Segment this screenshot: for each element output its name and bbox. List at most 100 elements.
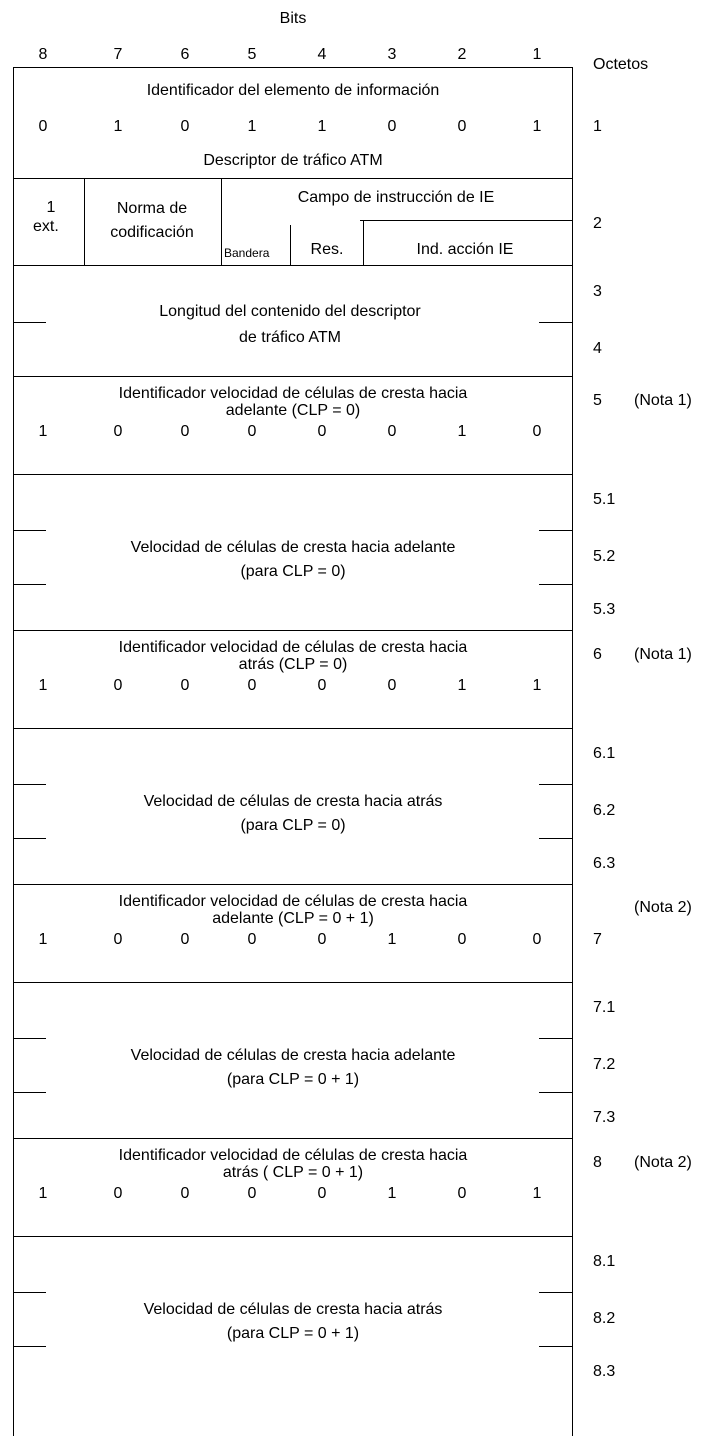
ie-identifier-bit: 1 (247, 118, 257, 135)
rate-identifier-bit: 0 (113, 423, 123, 440)
rate-identifier-title: atrás (CLP = 0) (238, 656, 348, 673)
octet-number: 5.2 (593, 548, 616, 565)
rate-identifier-bit: 1 (532, 677, 542, 694)
reserved-label: Res. (310, 241, 344, 258)
rate-identifier-title: Identificador velocidad de células de cr… (118, 385, 468, 402)
octet-boundary-mark-right (539, 1038, 572, 1039)
octet-boundary-mark-left (13, 784, 46, 785)
rate-identifier-bit: 0 (247, 931, 257, 948)
note-ref: (Nota 1) (634, 646, 692, 663)
octet-number: 7.1 (593, 999, 616, 1016)
rate-identifier-bit: 0 (113, 677, 123, 694)
octet-number: 5 (593, 392, 602, 409)
bit-number-8: 8 (38, 46, 48, 63)
octet-number: 8 (593, 1154, 602, 1171)
rate-identifier-bit: 1 (38, 1185, 48, 1202)
octet-boundary-mark-left (13, 530, 46, 531)
peak-cell-rate-label: Velocidad de células de cresta hacia ade… (130, 1047, 456, 1064)
rate-identifier-title: adelante (CLP = 0) (225, 402, 361, 419)
rate-identifier-bit: 0 (317, 423, 327, 440)
ie-action-label: Ind. acción IE (416, 241, 514, 258)
rate-identifier-bit: 1 (387, 1185, 397, 1202)
row-divider (13, 728, 572, 729)
rate-identifier-bit: 1 (387, 931, 397, 948)
note-ref: (Nota 1) (634, 392, 692, 409)
rate-identifier-bit: 0 (247, 1185, 257, 1202)
bit-number-7: 7 (113, 46, 123, 63)
bit-number-4: 4 (317, 46, 327, 63)
ie-identifier-bit: 1 (317, 118, 327, 135)
octet-number: 7.3 (593, 1109, 616, 1126)
octet-boundary-mark-left (13, 322, 46, 323)
table-right-border (572, 67, 573, 1436)
note-ref: (Nota 2) (634, 1154, 692, 1171)
peak-cell-rate-label: (para CLP = 0 + 1) (226, 1071, 360, 1088)
octet-number: 6.1 (593, 745, 616, 762)
octet-boundary-mark-right (539, 1346, 572, 1347)
octet-boundary-mark-right (539, 838, 572, 839)
bit-number-1: 1 (532, 46, 542, 63)
peak-cell-rate-label: Velocidad de células de cresta hacia atr… (143, 793, 443, 810)
ext-label: ext. (33, 218, 59, 235)
table-top-border (13, 67, 572, 68)
row-divider (13, 1236, 572, 1237)
rate-identifier-bit: 0 (247, 677, 257, 694)
octet-number: 8.3 (593, 1363, 616, 1380)
bit-number-6: 6 (180, 46, 190, 63)
octet-number: 2 (593, 215, 602, 232)
peak-cell-rate-label: (para CLP = 0 + 1) (226, 1325, 360, 1342)
rate-identifier-bit: 0 (532, 423, 542, 440)
octet2-divider (363, 220, 364, 265)
octet-number: 8.1 (593, 1253, 616, 1270)
bits-label: Bits (279, 10, 307, 27)
rate-identifier-bit: 0 (317, 1185, 327, 1202)
bit-number-5: 5 (247, 46, 257, 63)
octet2-subdivider (360, 220, 572, 221)
rate-identifier-bit: 0 (113, 931, 123, 948)
rate-identifier-bit: 0 (317, 931, 327, 948)
row-divider (13, 1138, 572, 1139)
octet-number: 4 (593, 340, 602, 357)
rate-identifier-title: Identificador velocidad de células de cr… (118, 1147, 468, 1164)
octet-boundary-mark-right (539, 1092, 572, 1093)
octet2-divider (290, 225, 291, 265)
coding-standard-label: codificación (110, 224, 194, 241)
rate-identifier-bit: 0 (387, 677, 397, 694)
rate-identifier-bit: 0 (180, 423, 190, 440)
octet-boundary-mark-left (13, 1292, 46, 1293)
coding-standard-label: Norma de (116, 200, 188, 217)
octet-number: 6.2 (593, 802, 616, 819)
octet-number: 5.3 (593, 601, 616, 618)
octet-boundary-mark-right (539, 1292, 572, 1293)
rate-identifier-bit: 0 (180, 931, 190, 948)
octet2-divider (84, 178, 85, 265)
length-label: de tráfico ATM (239, 329, 341, 346)
octet-number: 1 (593, 118, 602, 135)
row-divider (13, 178, 572, 179)
rate-identifier-title: Identificador velocidad de células de cr… (118, 893, 468, 910)
octet-number: 7 (593, 931, 602, 948)
ie-identifier-bit: 0 (180, 118, 190, 135)
octet2-divider (221, 178, 222, 265)
octet-boundary-mark-left (13, 1346, 46, 1347)
octet-boundary-mark-left (13, 1038, 46, 1039)
rate-identifier-bit: 0 (457, 931, 467, 948)
rate-identifier-title: adelante (CLP = 0 + 1) (212, 910, 374, 927)
row-divider (13, 474, 572, 475)
row-divider (13, 982, 572, 983)
peak-cell-rate-label: (para CLP = 0) (240, 817, 346, 834)
rate-identifier-bit: 1 (457, 423, 467, 440)
ie-identifier-bit: 1 (113, 118, 123, 135)
rate-identifier-title: Identificador velocidad de células de cr… (118, 639, 468, 656)
ie-identifier-title: Identificador del elemento de informació… (146, 82, 440, 99)
row-divider (13, 630, 572, 631)
octet-number: 8.2 (593, 1310, 616, 1327)
octet-boundary-mark-right (539, 584, 572, 585)
row-divider (13, 265, 572, 266)
rate-identifier-bit: 0 (532, 931, 542, 948)
rate-identifier-bit: 1 (457, 677, 467, 694)
bit-number-2: 2 (457, 46, 467, 63)
octet-boundary-mark-left (13, 1092, 46, 1093)
length-label: Longitud del contenido del descriptor (159, 303, 421, 320)
